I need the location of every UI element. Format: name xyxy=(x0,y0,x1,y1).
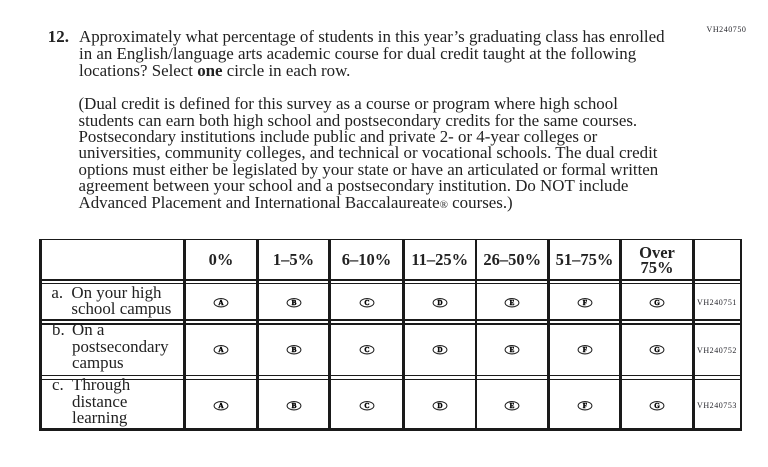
svg-text:G: G xyxy=(654,403,660,411)
svg-text:C: C xyxy=(364,403,369,411)
svg-text:F: F xyxy=(582,403,587,411)
svg-text:G: G xyxy=(654,346,660,354)
svg-text:G: G xyxy=(654,299,660,307)
svg-text:E: E xyxy=(510,299,515,307)
svg-text:E: E xyxy=(510,403,515,411)
svg-text:A: A xyxy=(218,299,224,307)
svg-text:B: B xyxy=(291,346,296,354)
svg-text:B: B xyxy=(291,403,296,411)
svg-text:D: D xyxy=(437,299,442,307)
svg-text:E: E xyxy=(510,346,515,354)
svg-text:B: B xyxy=(291,299,296,307)
svg-text:A: A xyxy=(218,346,224,354)
svg-text:F: F xyxy=(582,299,587,307)
svg-text:C: C xyxy=(364,346,369,354)
svg-text:D: D xyxy=(437,346,442,354)
svg-text:F: F xyxy=(582,346,587,354)
svg-text:D: D xyxy=(437,403,442,411)
svg-text:A: A xyxy=(218,403,224,411)
svg-text:C: C xyxy=(364,299,369,307)
